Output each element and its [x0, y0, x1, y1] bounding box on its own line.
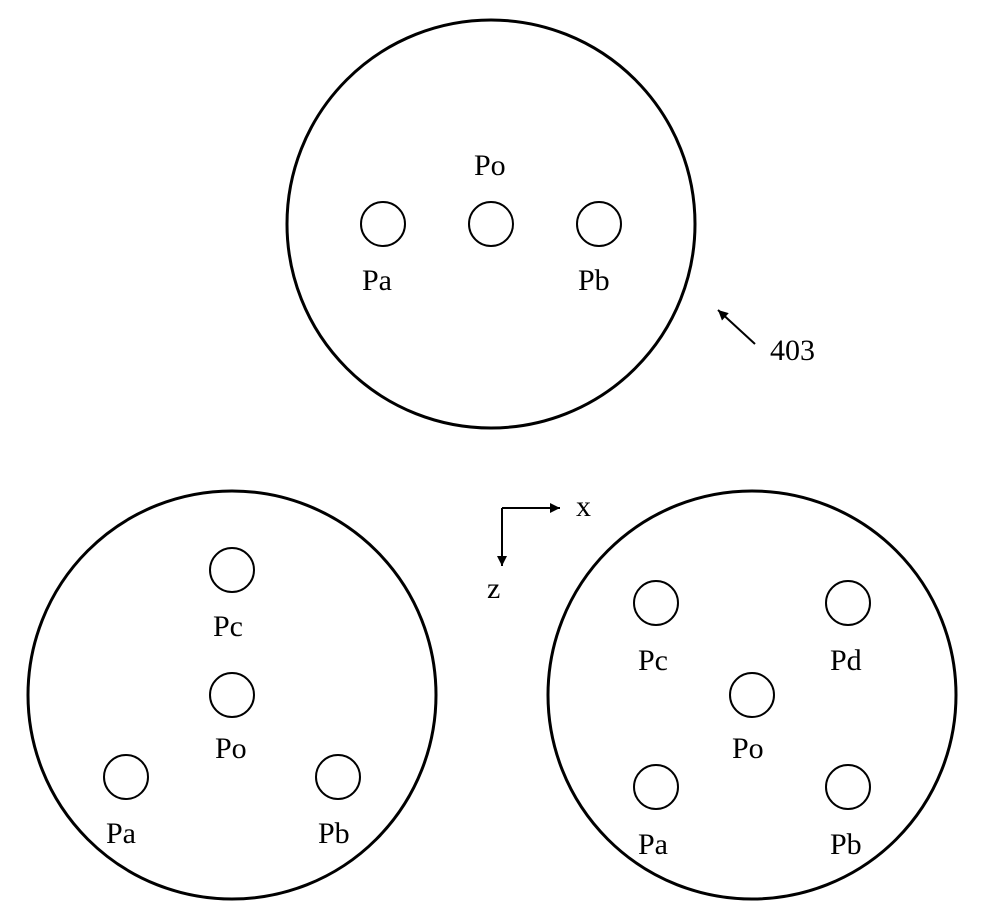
port-bottom-right-Pb — [826, 765, 870, 809]
port-bottom-left-Pa — [104, 755, 148, 799]
port-top-Pa — [361, 202, 405, 246]
port-bottom-left-Po — [210, 673, 254, 717]
disc-bottom-right-outline — [548, 491, 956, 899]
axis-z — [497, 508, 507, 566]
port-label-bottom-right-Po: Po — [732, 732, 764, 765]
port-bottom-right-Pd — [826, 581, 870, 625]
axis-x — [502, 503, 560, 513]
port-top-Pb — [577, 202, 621, 246]
port-bottom-left-Pb — [316, 755, 360, 799]
port-bottom-right-Pa — [634, 765, 678, 809]
callout-403-label: 403 — [770, 334, 815, 367]
port-label-bottom-right-Pd: Pd — [830, 644, 862, 677]
disc-top: Po Pa Pb — [287, 20, 695, 428]
port-label-top-Pb: Pb — [578, 264, 610, 297]
disc-bottom-left: Po Pc Pa Pb — [28, 491, 436, 899]
port-label-bottom-left-Pb: Pb — [318, 817, 350, 850]
port-bottom-left-Pc — [210, 548, 254, 592]
disc-top-outline — [287, 20, 695, 428]
port-top-Po — [469, 202, 513, 246]
axis-x-label: x — [576, 490, 591, 523]
port-label-bottom-right-Pa: Pa — [638, 828, 668, 861]
port-label-bottom-right-Pb: Pb — [830, 828, 862, 861]
port-bottom-right-Po — [730, 673, 774, 717]
disc-bottom-right: Po Pc Pd Pa Pb — [548, 491, 956, 899]
axis-z-label: z — [487, 572, 500, 605]
port-label-bottom-left-Pa: Pa — [106, 817, 136, 850]
port-label-top-Po: Po — [474, 149, 506, 182]
disc-bottom-left-outline — [28, 491, 436, 899]
port-bottom-right-Pc — [634, 581, 678, 625]
port-label-bottom-left-Pc: Pc — [213, 610, 243, 643]
port-label-top-Pa: Pa — [362, 264, 392, 297]
port-label-bottom-left-Po: Po — [215, 732, 247, 765]
callout-403-arrow — [718, 310, 755, 344]
port-label-bottom-right-Pc: Pc — [638, 644, 668, 677]
